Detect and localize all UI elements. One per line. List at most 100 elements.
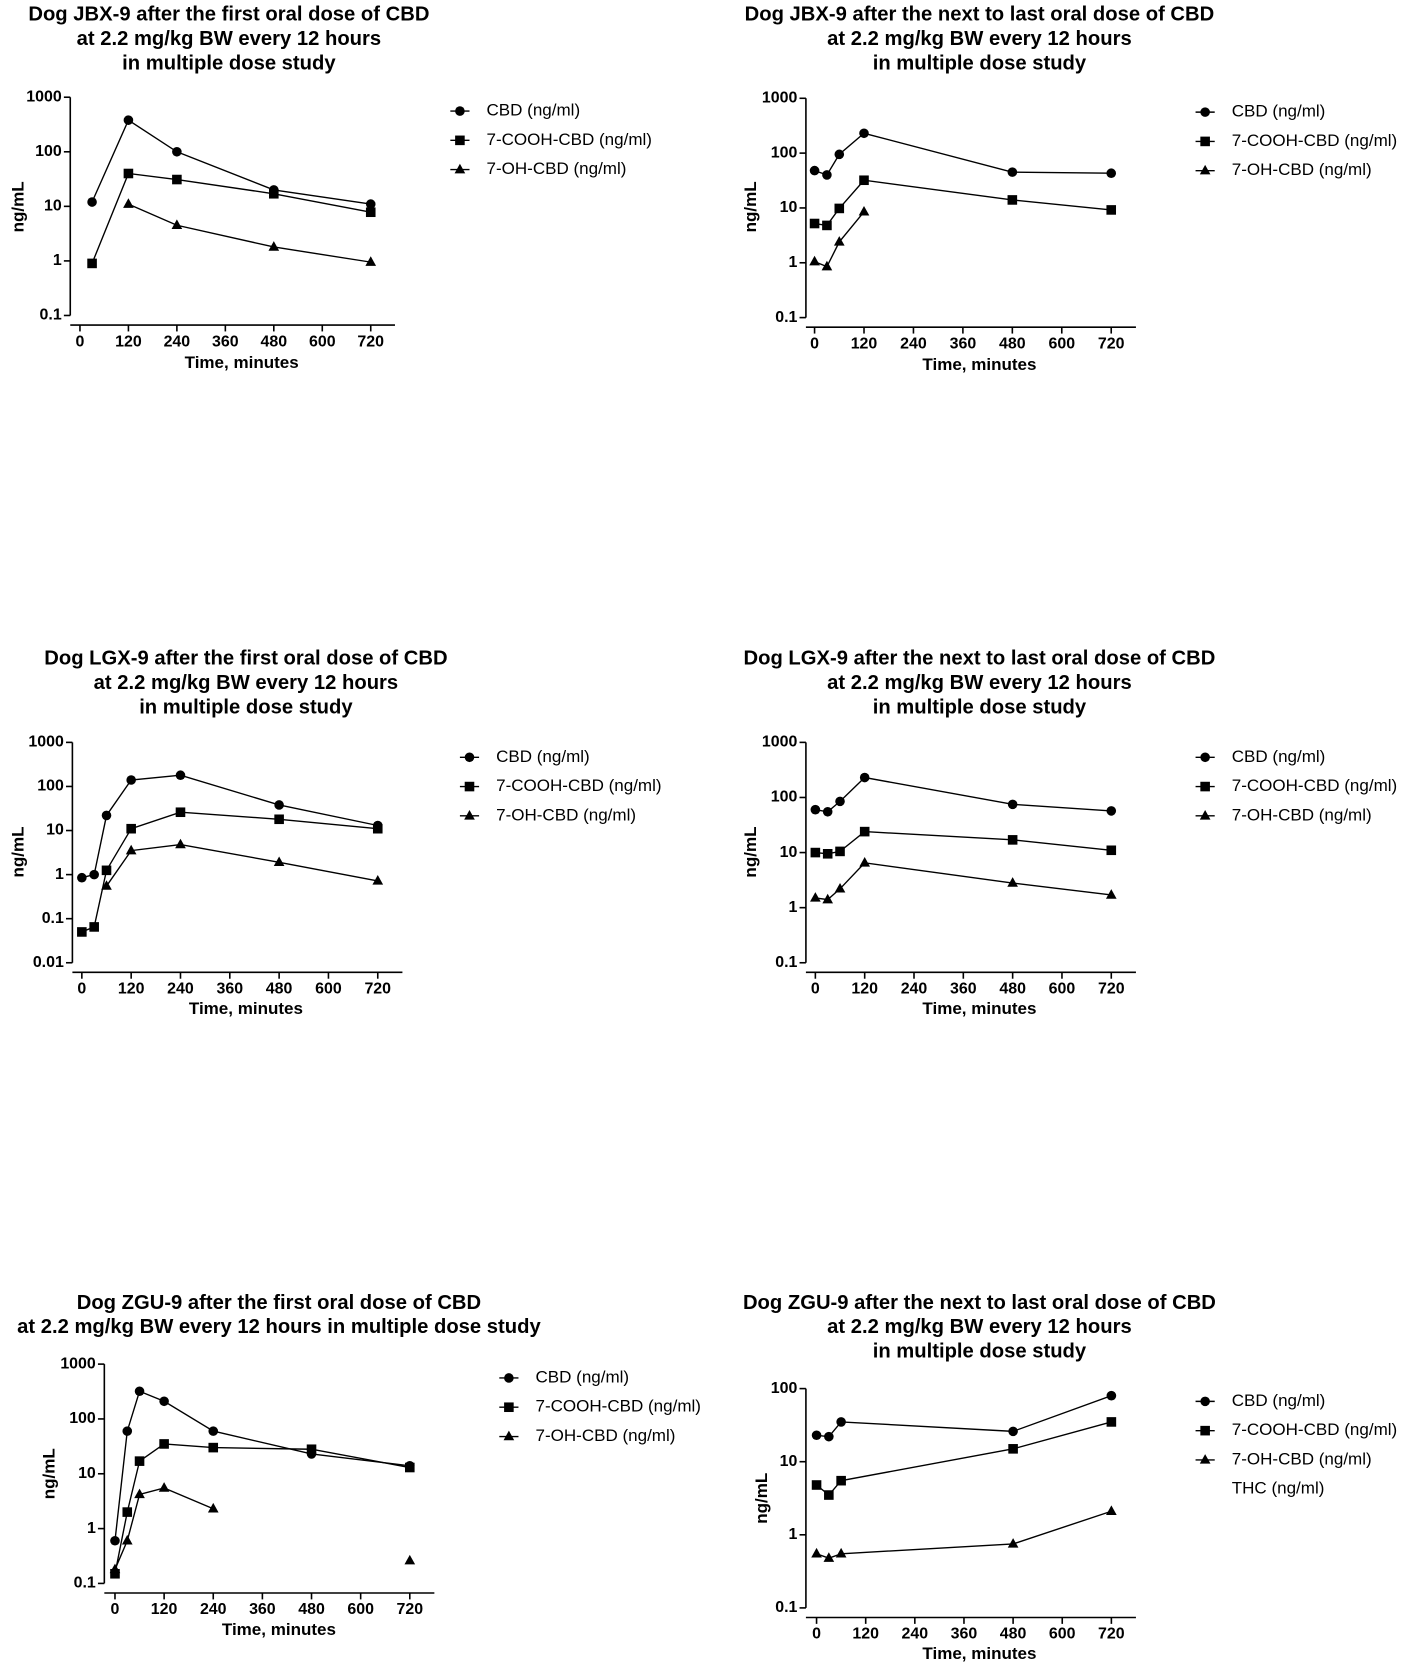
data-point bbox=[171, 219, 183, 229]
chart-title: at 2.2 mg/kg BW every 12 hours bbox=[827, 672, 1132, 694]
data-point bbox=[110, 1568, 120, 1579]
y-tick-label: 0.01 bbox=[33, 954, 64, 971]
series-line bbox=[105, 843, 378, 887]
data-point bbox=[1106, 1417, 1117, 1427]
y-tick-label: 100 bbox=[771, 144, 798, 161]
x-tick-label: 0 bbox=[810, 335, 819, 352]
data-point bbox=[811, 1430, 822, 1441]
legend-label: CBD (ng/ml) bbox=[487, 101, 581, 120]
y-tick-label: 0.1 bbox=[775, 309, 797, 326]
x-axis-label: Time, minutes bbox=[922, 355, 1036, 374]
data-point bbox=[824, 1490, 834, 1500]
legend-marker bbox=[504, 1373, 514, 1383]
y-tick-label: 100 bbox=[37, 778, 64, 795]
data-point bbox=[101, 865, 112, 876]
x-tick-label: 480 bbox=[999, 981, 1026, 998]
data-point bbox=[1007, 877, 1018, 887]
data-point bbox=[858, 205, 870, 216]
data-point bbox=[404, 1554, 416, 1565]
y-tick-label: 100 bbox=[771, 789, 798, 806]
data-point bbox=[1106, 845, 1117, 856]
x-tick-label: 0 bbox=[111, 1601, 120, 1618]
legend-marker bbox=[1200, 136, 1210, 147]
legend-label: 7-OH-CBD (ng/ml) bbox=[1232, 805, 1372, 824]
data-point bbox=[1106, 168, 1117, 179]
y-tick-label: 10 bbox=[780, 844, 798, 861]
data-point bbox=[1106, 1390, 1117, 1401]
y-tick-label: 10 bbox=[780, 199, 798, 216]
x-tick-label: 720 bbox=[364, 981, 391, 998]
x-tick-label: 480 bbox=[260, 333, 287, 350]
series-line bbox=[91, 172, 371, 264]
data-point bbox=[87, 258, 97, 269]
x-tick-label: 120 bbox=[151, 1601, 178, 1618]
x-tick-label: 480 bbox=[1000, 1626, 1027, 1643]
data-point bbox=[821, 260, 833, 271]
data-point bbox=[175, 838, 186, 849]
data-point bbox=[810, 804, 821, 815]
x-axis-label: Time, minutes bbox=[185, 353, 299, 372]
series-line bbox=[91, 119, 371, 205]
legend-label: 7-COOH-CBD (ng/ml) bbox=[487, 130, 652, 149]
data-point bbox=[809, 165, 820, 176]
data-point bbox=[834, 882, 846, 893]
y-tick-label: 1000 bbox=[26, 88, 62, 105]
data-point bbox=[859, 128, 869, 139]
x-tick-label: 120 bbox=[851, 981, 878, 998]
data-point bbox=[1007, 1538, 1019, 1548]
data-point bbox=[822, 806, 833, 817]
data-point bbox=[835, 846, 845, 857]
data-point bbox=[274, 800, 284, 810]
x-tick-label: 720 bbox=[1098, 981, 1125, 998]
x-tick-label: 600 bbox=[1049, 981, 1076, 998]
y-tick-label: 1 bbox=[789, 254, 798, 271]
series-line bbox=[814, 211, 865, 268]
data-point bbox=[1106, 1505, 1117, 1515]
data-point bbox=[809, 255, 820, 266]
data-point bbox=[89, 922, 99, 932]
data-point bbox=[822, 849, 833, 859]
data-point bbox=[824, 1431, 834, 1442]
data-point bbox=[372, 823, 383, 834]
x-tick-label: 720 bbox=[1098, 335, 1125, 352]
chart-title: in multiple dose study bbox=[873, 697, 1087, 719]
x-tick-label: 360 bbox=[216, 981, 243, 998]
data-point bbox=[835, 796, 845, 807]
legend-marker bbox=[1200, 1425, 1210, 1436]
x-tick-label: 240 bbox=[164, 333, 191, 350]
data-point bbox=[175, 770, 186, 780]
data-point bbox=[405, 1462, 415, 1473]
data-point bbox=[822, 220, 832, 231]
data-point bbox=[1007, 799, 1018, 810]
legend-label: 7-OH-CBD (ng/ml) bbox=[487, 159, 627, 178]
y-axis-label: ng/mL bbox=[9, 827, 28, 878]
x-tick-label: 720 bbox=[357, 333, 384, 350]
data-point bbox=[859, 857, 871, 867]
data-point bbox=[1106, 806, 1117, 816]
x-tick-label: 120 bbox=[852, 1626, 879, 1643]
x-tick-label: 360 bbox=[249, 1601, 276, 1618]
legend-label: 7-OH-CBD (ng/ml) bbox=[496, 805, 636, 824]
x-tick-label: 480 bbox=[266, 981, 293, 998]
data-point bbox=[134, 1456, 145, 1466]
data-point bbox=[101, 810, 112, 821]
x-axis-label: Time, minutes bbox=[222, 1620, 336, 1639]
chart-title: at 2.2 mg/kg BW every 12 hours bbox=[827, 1316, 1132, 1338]
y-tick-label: 1 bbox=[789, 899, 798, 916]
y-tick-label: 1000 bbox=[60, 1355, 96, 1372]
data-point bbox=[172, 146, 182, 157]
x-tick-label: 240 bbox=[901, 981, 928, 998]
series-line bbox=[81, 774, 378, 879]
chart-title: in multiple dose study bbox=[139, 697, 353, 719]
y-tick-label: 100 bbox=[771, 1380, 798, 1397]
data-point bbox=[159, 1439, 169, 1449]
data-point bbox=[77, 927, 87, 937]
chart-title: at 2.2 mg/kg BW every 12 hours bbox=[94, 672, 399, 694]
series-line bbox=[128, 203, 371, 263]
data-point bbox=[123, 168, 134, 179]
x-tick-label: 480 bbox=[999, 335, 1026, 352]
legend-label: CBD (ng/ml) bbox=[536, 1367, 630, 1386]
x-tick-label: 0 bbox=[77, 981, 86, 998]
data-point bbox=[126, 823, 136, 834]
data-point bbox=[1008, 1426, 1018, 1437]
